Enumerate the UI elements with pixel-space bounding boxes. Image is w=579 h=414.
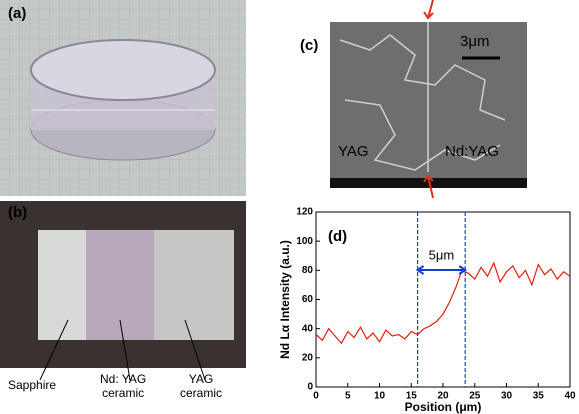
figure-svg: (a) (b) 3μm YAG Nd:YAG (c) 0 20 40 60 80 100 1…	[0, 0, 579, 414]
x-tick-label: 40	[564, 391, 576, 402]
plot-frame	[316, 212, 570, 387]
x-tick-label: 30	[501, 391, 513, 402]
y-tick-label: 20	[302, 352, 314, 363]
annotation: 5μm	[429, 247, 455, 262]
y-tick-label: 120	[296, 207, 313, 218]
panel-label: (a)	[8, 5, 26, 22]
scale-label: 3μm	[460, 33, 489, 50]
y-tick-label: 80	[302, 265, 314, 276]
x-tick-label: 10	[374, 391, 386, 402]
panel-label: (d)	[328, 228, 347, 245]
y-tick-label: 60	[302, 294, 314, 305]
caption: Nd: YAG ceramic	[100, 372, 146, 400]
y-tick-label: 100	[296, 236, 313, 247]
caption: Sapphire	[8, 378, 56, 392]
y-axis-label: Nd Lα Intensity (a.u.)	[278, 240, 292, 359]
panel-label: (b)	[8, 204, 27, 221]
figure: (a) (b) 3μm YAG Nd:YAG (c) 0 20 40 60 80 100 1…	[0, 0, 579, 414]
cylinder-top	[31, 40, 215, 100]
region-label: Nd:YAG	[445, 143, 499, 160]
y-tick-label: 40	[302, 323, 314, 334]
x-tick-label: 35	[533, 391, 545, 402]
sapphire-region	[38, 230, 86, 340]
x-tick-label: 5	[345, 391, 351, 402]
data-line	[316, 263, 570, 343]
panel-label: (c)	[300, 37, 318, 54]
ndyag-region	[86, 230, 154, 340]
caption: YAG ceramic	[180, 372, 222, 400]
width-arrow	[418, 266, 466, 274]
region-label: YAG	[338, 143, 369, 160]
x-axis-label: Position (μm)	[405, 400, 482, 414]
x-tick-label: 0	[313, 391, 319, 402]
